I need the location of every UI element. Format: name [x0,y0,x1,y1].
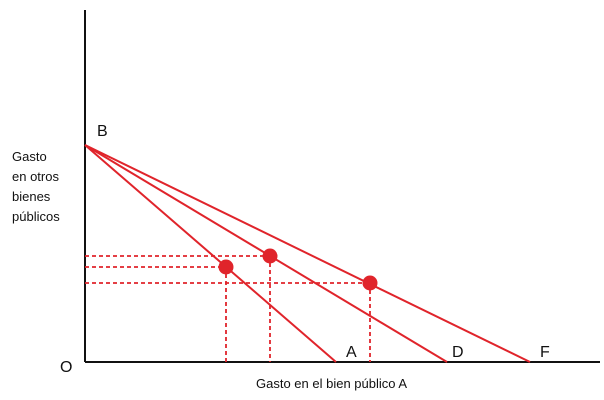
budget-line-bf [84,144,531,363]
equilibrium-point-bd [262,248,278,264]
x-axis-label: Gasto en el bien público A [256,376,407,391]
y-axis-label-line-3: bienes [12,189,51,204]
y-axis-label-line-2: en otros [12,169,59,184]
budget-line-ba [84,144,337,363]
intercept-label-d: D [452,344,464,361]
origin-label: O [60,359,72,376]
equilibrium-point-bf [362,275,378,291]
y-axis-label-line-1: Gasto [12,149,47,164]
vertex-label-b: B [97,123,108,140]
guide-lines [85,255,371,362]
y-axis-label-line-4: públicos [12,209,60,224]
intercept-label-f: F [540,344,550,361]
equilibrium-point-ba [218,259,234,275]
intercept-label-a: A [346,344,357,361]
y-axis-label: Gasto en otros bienes públicos [12,149,60,224]
